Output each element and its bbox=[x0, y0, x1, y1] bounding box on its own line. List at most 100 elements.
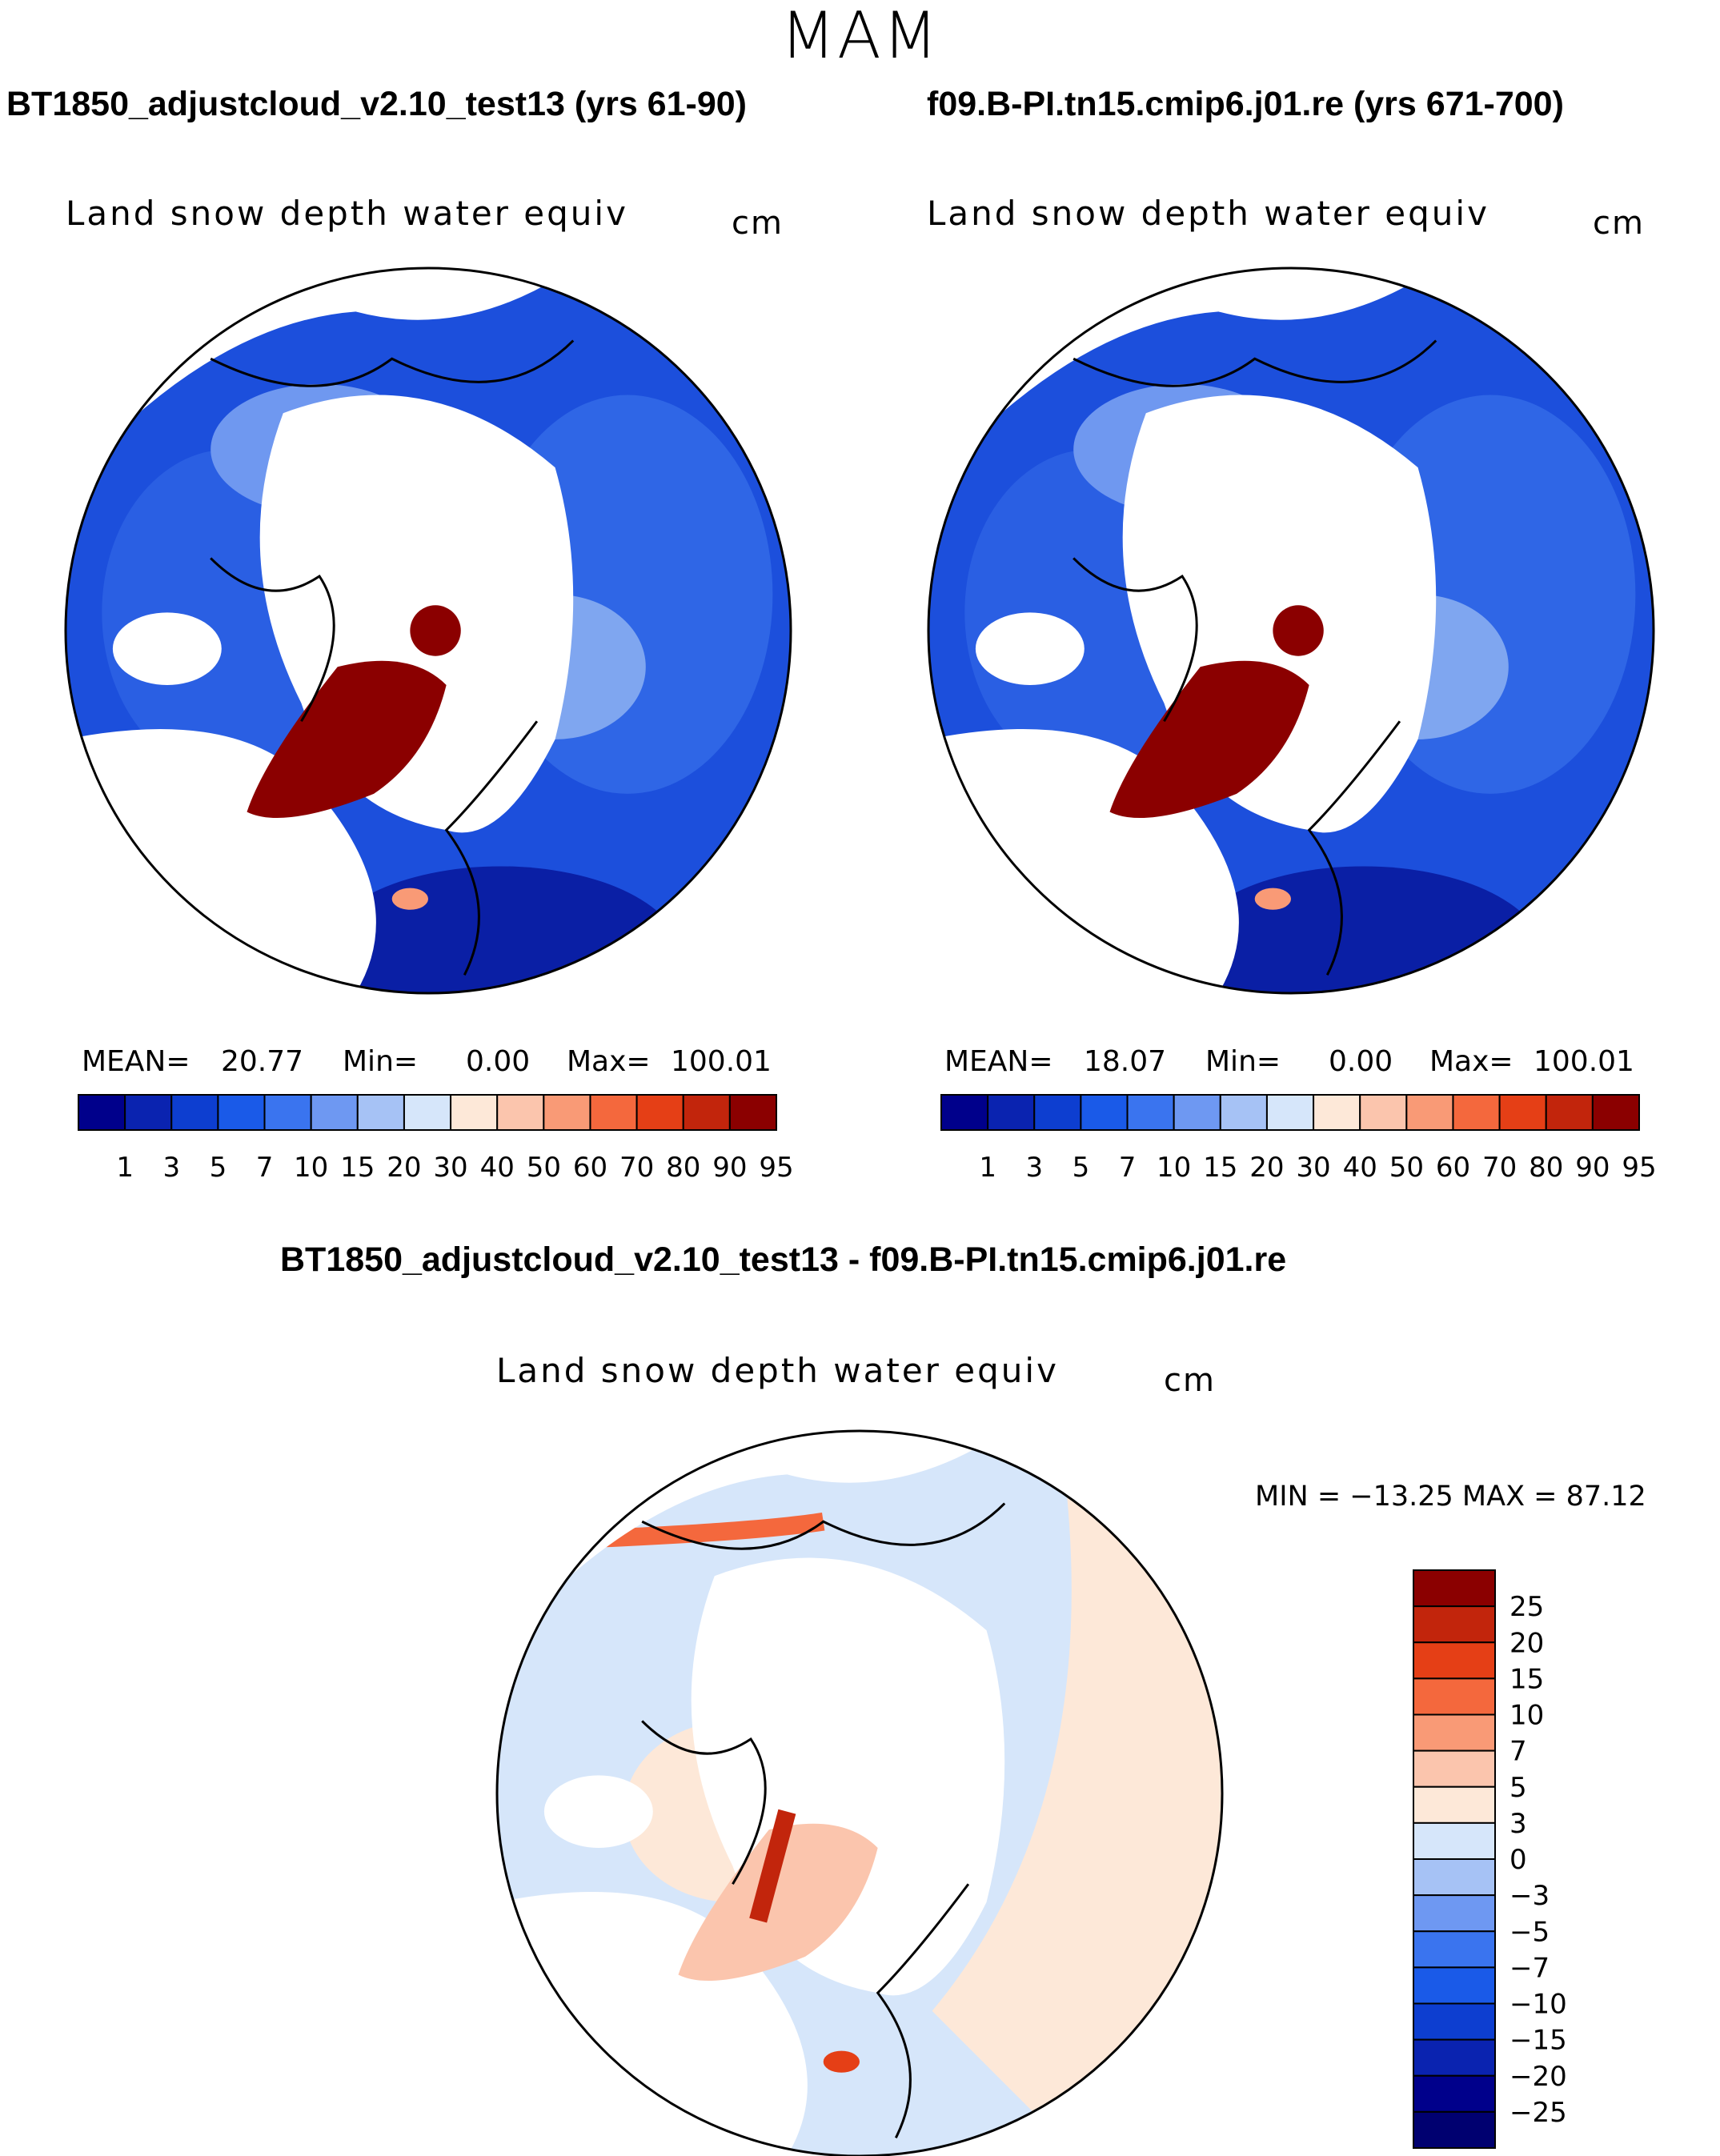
panel1-colorbar-label-13: 90 bbox=[712, 1152, 747, 1184]
panel1-colorbar-swatch-13 bbox=[682, 1094, 731, 1131]
panel1-map-hudson-bay bbox=[112, 612, 222, 685]
panel1-max-value: 100.01 bbox=[671, 1045, 772, 1078]
panel2-colorbar-label-2: 5 bbox=[1072, 1152, 1090, 1184]
panel1-colorbar-label-4: 10 bbox=[294, 1152, 328, 1184]
diff-colorbar-swatch-0 bbox=[1413, 1569, 1496, 1608]
diff-map-alaska-band bbox=[569, 1513, 825, 1549]
panel2-colorbar-label-8: 40 bbox=[1343, 1152, 1377, 1184]
panel1-map-pacific-ocean bbox=[66, 268, 574, 486]
diff-map-hudson-bay bbox=[543, 1775, 653, 1848]
panel1-colorbar-label-12: 80 bbox=[666, 1152, 700, 1184]
diff-colorbar-swatch-4 bbox=[1413, 1713, 1496, 1752]
diff-minmax: MIN = −13.25 MAX = 87.12 bbox=[1255, 1481, 1646, 1513]
diff-map-atlantic-ocean bbox=[497, 1891, 808, 2156]
panel1-plot-title: Land snow depth water equiv bbox=[66, 194, 628, 233]
panel2-map-pacific-ocean bbox=[928, 268, 1437, 486]
panel1-colorbar-label-8: 40 bbox=[480, 1152, 515, 1184]
panel2-colorbar-swatch-10 bbox=[1405, 1094, 1454, 1131]
panel1-colorbar-swatch-0 bbox=[78, 1094, 126, 1131]
panel1-colorbar-label-9: 50 bbox=[527, 1152, 561, 1184]
panel1-min-value: 0.00 bbox=[466, 1045, 531, 1078]
diff-map-canada-positive bbox=[623, 1721, 842, 1902]
panel2-units: cm bbox=[1593, 205, 1645, 242]
panel1-colorbar-swatch-7 bbox=[403, 1094, 452, 1131]
panel1-colorbar-swatch-1 bbox=[124, 1094, 173, 1131]
diff-map-coast-europe bbox=[876, 1883, 970, 2139]
panel1-colorbar-label-6: 20 bbox=[387, 1152, 421, 1184]
diff-colorbar-label-11: −10 bbox=[1510, 1989, 1567, 2021]
panel2-colorbar-label-1: 3 bbox=[1025, 1152, 1043, 1184]
panel2-mean-label: MEAN= bbox=[944, 1045, 1053, 1078]
panel2-colorbar-label-0: 1 bbox=[979, 1152, 996, 1184]
panel2-map-coast-europe bbox=[1307, 720, 1401, 976]
panel2-map-hudson-bay bbox=[975, 612, 1085, 685]
diff-colorbar-label-12: −15 bbox=[1510, 2025, 1567, 2057]
panel1-max-label: Max= bbox=[567, 1045, 651, 1078]
panel1-colorbar-swatch-3 bbox=[217, 1094, 266, 1131]
panel1-colorbar-label-2: 5 bbox=[210, 1152, 227, 1184]
panel2-map-atlantic-ocean bbox=[928, 728, 1239, 993]
diff-colorbar-swatch-1 bbox=[1413, 1605, 1496, 1644]
panel2-colorbar-swatch-1 bbox=[987, 1094, 1036, 1131]
diff-plot-title: Land snow depth water equiv bbox=[496, 1351, 1059, 1390]
panel2-colorbar-swatch-3 bbox=[1080, 1094, 1129, 1131]
panel1-colorbar-label-7: 30 bbox=[433, 1152, 467, 1184]
diff-map-iceland bbox=[823, 2050, 860, 2073]
diff-colorbar-label-9: −5 bbox=[1510, 1916, 1550, 1948]
diff-colorbar-label-3: 10 bbox=[1510, 1700, 1544, 1732]
panel2-map-field bbox=[928, 268, 1654, 993]
panel1-colorbar-swatch-9 bbox=[496, 1094, 545, 1131]
panel2-map-greenland bbox=[1109, 660, 1309, 819]
panel2-map-border bbox=[927, 266, 1655, 995]
diff-colorbar-label-13: −20 bbox=[1510, 2061, 1567, 2093]
panel1-colorbar-label-11: 70 bbox=[619, 1152, 654, 1184]
panel2-colorbar-label-5: 15 bbox=[1203, 1152, 1237, 1184]
panel2-colorbar-swatch-13 bbox=[1545, 1094, 1594, 1131]
diff-colorbar-swatch-10 bbox=[1413, 1930, 1496, 1969]
diff-colorbar-swatch-12 bbox=[1413, 2002, 1496, 2041]
diff-map-greenland-edge bbox=[749, 1809, 796, 1923]
diff-colorbar-swatch-13 bbox=[1413, 2038, 1496, 2077]
diff-colorbar-label-6: 3 bbox=[1510, 1808, 1527, 1840]
diff-map-arctic-ocean bbox=[691, 1557, 1005, 1996]
diff-colorbar-swatch-15 bbox=[1413, 2110, 1496, 2149]
diff-map-border bbox=[495, 1429, 1224, 2156]
panel2-colorbar-swatch-0 bbox=[940, 1094, 989, 1131]
panel1-map-pole-patch bbox=[410, 605, 461, 656]
diff-colorbar-label-10: −7 bbox=[1510, 1952, 1550, 1984]
panel2-colorbar-label-6: 20 bbox=[1249, 1152, 1284, 1184]
panel2-colorbar-swatch-5 bbox=[1173, 1094, 1221, 1131]
panel2-map-iceland bbox=[1254, 888, 1291, 910]
diff-map-east-positive bbox=[932, 1431, 1222, 2156]
panel1-map-field bbox=[66, 268, 791, 993]
panel2-colorbar-label-3: 7 bbox=[1119, 1152, 1137, 1184]
panel1-map-border bbox=[64, 266, 792, 995]
panel2-map-canada-light bbox=[1073, 383, 1291, 515]
diff-colorbar-swatch-6 bbox=[1413, 1785, 1496, 1824]
diff-title: BT1850_adjustcloud_v2.10_test13 - f09.B-… bbox=[280, 1240, 1287, 1279]
panel1-mean-label: MEAN= bbox=[82, 1045, 190, 1078]
panel2-min-value: 0.00 bbox=[1329, 1045, 1393, 1078]
diff-colorbar-label-5: 5 bbox=[1510, 1772, 1527, 1804]
panel1-min-label: Min= bbox=[343, 1045, 419, 1078]
panel2-min-label: Min= bbox=[1205, 1045, 1281, 1078]
diff-colorbar-swatch-7 bbox=[1413, 1821, 1496, 1860]
diff-colorbar-label-8: −3 bbox=[1510, 1880, 1550, 1912]
diff-colorbar-label-1: 20 bbox=[1510, 1627, 1544, 1659]
panel2-map-siberia-light bbox=[1327, 594, 1509, 739]
panel2-colorbar-swatch-4 bbox=[1126, 1094, 1175, 1131]
panel2-map-eurasia-field bbox=[1345, 395, 1636, 794]
panel2-colorbar-label-14: 95 bbox=[1622, 1152, 1656, 1184]
panel1-colorbar-label-3: 7 bbox=[256, 1152, 274, 1184]
panel2-colorbar-swatch-8 bbox=[1313, 1094, 1361, 1131]
panel2-colorbar-label-10: 60 bbox=[1436, 1152, 1470, 1184]
panel2-colorbar-label-7: 30 bbox=[1296, 1152, 1330, 1184]
diff-map-field bbox=[497, 1431, 1222, 2156]
panel1-colorbar-swatch-2 bbox=[170, 1094, 219, 1131]
panel1-case-title: BT1850_adjustcloud_v2.10_test13 (yrs 61-… bbox=[6, 85, 747, 123]
diff-colorbar-swatch-9 bbox=[1413, 1894, 1496, 1933]
panel1-map-eurasia-field bbox=[482, 395, 773, 794]
panel1-map-land-base bbox=[66, 268, 791, 993]
diff-map-greenland bbox=[678, 1823, 878, 1982]
